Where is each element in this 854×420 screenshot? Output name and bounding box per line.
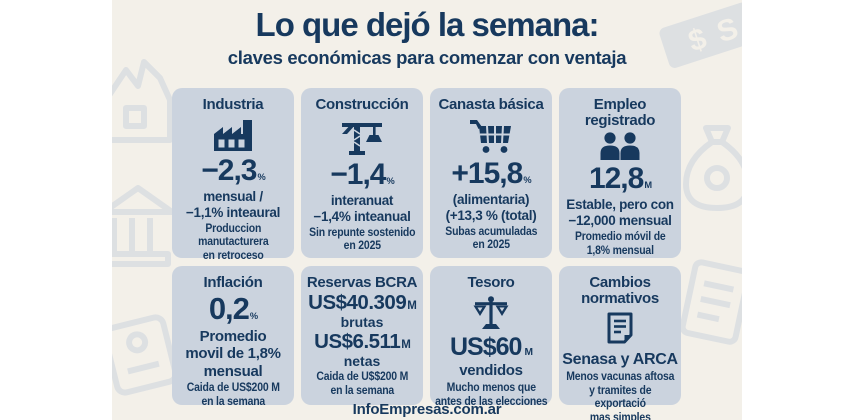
poster-background: $ S Lo que dejó la semana: claves económ… bbox=[112, 0, 742, 420]
doodle-document-icon bbox=[669, 251, 742, 356]
card-caption: Caida de US$200 M en la semana bbox=[186, 379, 280, 408]
card-title: Cambios normativos bbox=[581, 274, 659, 308]
card-caption: Subas acumuladas en 2025 bbox=[445, 223, 537, 252]
stat-label: brutas bbox=[340, 313, 384, 330]
stat-value: US$60 bbox=[450, 333, 522, 362]
card-reservas-bcra: Reservas BCRA US$40.309M brutas US$6.511… bbox=[301, 266, 423, 405]
footer-site-url: InfoEmpresas.com.ar bbox=[352, 401, 502, 418]
card-caption: Caida de U$$200 M en la semana bbox=[316, 369, 408, 398]
card-title: Reservas BCRA bbox=[306, 274, 418, 291]
card-title: Inflación bbox=[203, 274, 263, 291]
stat-suffix: M bbox=[644, 180, 652, 191]
stat: −2,3% bbox=[201, 154, 266, 188]
crane-icon bbox=[340, 118, 384, 156]
card-caption: Mucho menos que antes de las elecciones bbox=[434, 379, 548, 408]
stat-detail: mensual / −1,1% inteaural bbox=[185, 188, 281, 221]
cards-row-2: Inflación 0,2% Promedio movil de 1,8% me… bbox=[172, 266, 681, 420]
card-canasta-basica: Canasta básica bbox=[430, 88, 552, 258]
stat-suffix: % bbox=[523, 175, 531, 186]
stat-detail: vendidos bbox=[459, 362, 523, 380]
card-title: Construcción bbox=[315, 96, 409, 113]
page-subtitle: claves económicas para comenzar con vent… bbox=[227, 46, 627, 68]
stat-detail: Estable, pero con −12,000 mensual bbox=[566, 196, 674, 229]
card-empleo-registrado: Empleo registrado 12,8M Estable, pero co… bbox=[559, 88, 681, 258]
stat-suffix: M bbox=[524, 347, 532, 359]
doodle-dollar-banner-icon: $ S bbox=[654, 0, 742, 89]
card-caption: Promedio móvil de 1,8% mensual bbox=[574, 228, 666, 257]
stat-value: −1,4 bbox=[330, 158, 386, 192]
page-title: Lo que dejó la semana: bbox=[255, 6, 600, 43]
people-icon bbox=[599, 132, 641, 161]
card-caption: Sin repunte sostenido en 2025 bbox=[308, 224, 416, 253]
header: Lo que dejó la semana: claves económicas… bbox=[112, 6, 742, 69]
footer: InfoEmpresas.com.ar bbox=[112, 401, 742, 419]
card-tesoro: Tesoro US$60 M bbox=[430, 266, 552, 407]
stat: −1,4% bbox=[330, 158, 395, 192]
card-cambios-normativos: Cambios normativos Senasa y ARCA Menos v… bbox=[559, 266, 681, 420]
balance-scale-icon bbox=[471, 296, 511, 330]
stat-suffix: % bbox=[386, 176, 394, 187]
doodle-tag-icon bbox=[112, 304, 187, 404]
card-title: Tesoro bbox=[467, 274, 515, 291]
document-icon bbox=[606, 312, 634, 344]
card-construccion: Construcción bbox=[301, 88, 423, 258]
card-industria: Industria −2,3% mensual / −1,1% inteaura… bbox=[172, 88, 294, 262]
card-caption: Produccion manutacturera en retroceso bbox=[197, 220, 269, 263]
stat-detail: Senasa y ARCA bbox=[562, 351, 678, 369]
stat: 0,2% bbox=[208, 291, 258, 327]
stat-suffix: % bbox=[249, 311, 258, 322]
stat-suffix: M bbox=[407, 300, 417, 313]
stat-value: −2,3 bbox=[201, 154, 257, 188]
stat-netas: US$6.511M bbox=[314, 330, 411, 354]
stat-value: US$40.309 bbox=[308, 291, 407, 315]
stat: 12,8M bbox=[588, 162, 652, 196]
stat: +15,8% bbox=[451, 157, 531, 191]
card-inflacion: Inflación 0,2% Promedio movil de 1,8% me… bbox=[172, 266, 294, 407]
cards-row-1: Industria −2,3% mensual / −1,1% inteaura… bbox=[172, 88, 681, 262]
card-title: Industria bbox=[202, 96, 264, 113]
stat-value: US$6.511 bbox=[314, 330, 401, 354]
stat-detail: (alimentaria) (+13,3 % (total) bbox=[445, 191, 537, 224]
doodle-bank-icon bbox=[112, 178, 178, 270]
card-title: Empleo registrado bbox=[584, 96, 656, 130]
stat-detail: interanuat −1,4% inteanual bbox=[313, 192, 411, 225]
stat-brutas: US$40.309M bbox=[308, 291, 417, 315]
stat-suffix: % bbox=[257, 172, 265, 183]
factory-icon bbox=[210, 118, 256, 152]
doodle-house-icon bbox=[112, 48, 178, 148]
stat-value: 12,8 bbox=[588, 162, 644, 196]
card-title: Canasta básica bbox=[438, 96, 544, 113]
card-caption: Menos vacunas aftosa y tramites de expor… bbox=[565, 368, 675, 420]
shopping-cart-icon bbox=[468, 118, 514, 154]
stat-suffix: M bbox=[401, 339, 411, 352]
stat-label: netas bbox=[343, 352, 381, 369]
doodle-money-bag-icon bbox=[678, 120, 742, 216]
stat-value: 0,2 bbox=[208, 291, 250, 327]
stat-detail: Promedio movil de 1,8% mensual bbox=[185, 327, 281, 381]
stat-value: +15,8 bbox=[451, 157, 523, 191]
stat: US$60 M bbox=[450, 333, 533, 362]
